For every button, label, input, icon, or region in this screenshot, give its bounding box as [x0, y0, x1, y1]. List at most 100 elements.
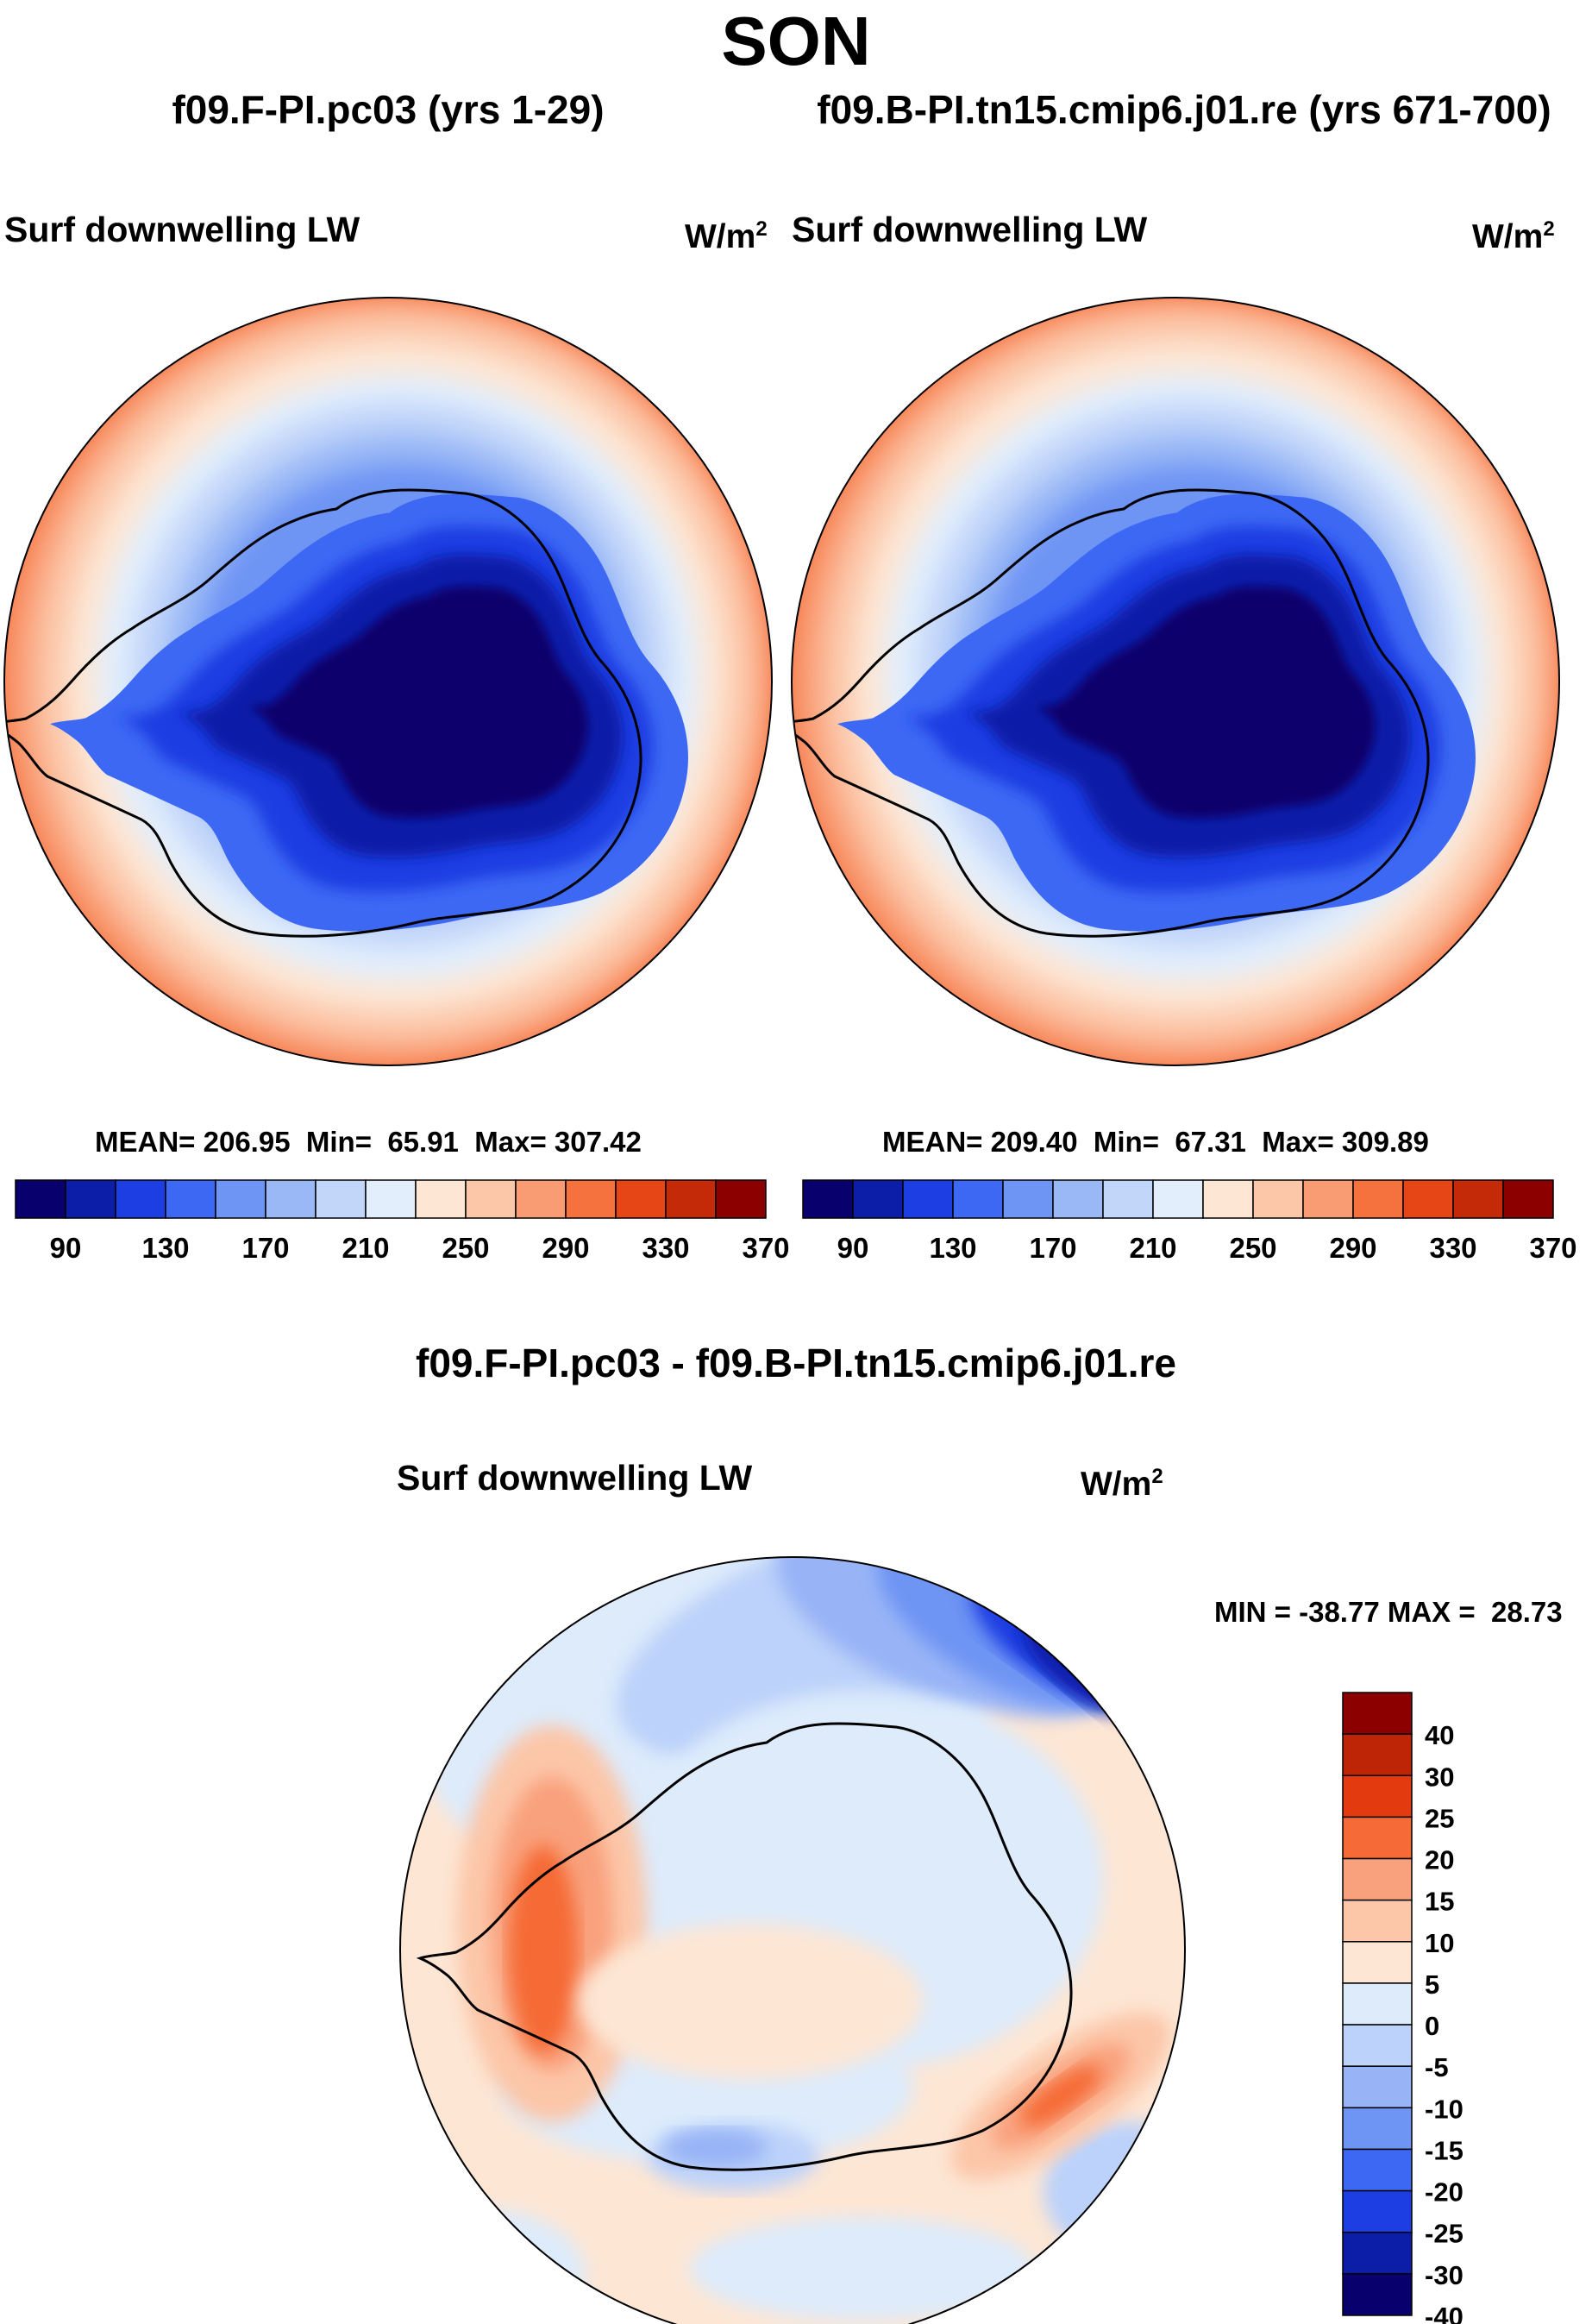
right-units-base: W/m: [1472, 218, 1544, 255]
left-mean-label: MEAN=: [95, 1126, 196, 1158]
right-map-border: [791, 297, 1560, 1066]
diff-units-base: W/m: [1081, 1466, 1152, 1503]
left-map: [4, 298, 772, 1065]
difference-colorbar-tick-label: 30: [1425, 1762, 1454, 1792]
left-colorbar-tick-label: 250: [442, 1232, 489, 1264]
left-colorbar-tick-label: 130: [141, 1232, 189, 1264]
diff-max-label: MAX =: [1387, 1596, 1476, 1628]
right-min-label: Min=: [1093, 1126, 1159, 1158]
right-colorbar-tick-label: 90: [837, 1232, 869, 1264]
left-colorbar-swatch: [565, 1179, 617, 1219]
difference-colorbar-swatch: [1342, 1982, 1413, 2026]
left-mean-value: 206.95: [203, 1126, 291, 1158]
left-case-title: f09.F-PI.pc03 (yrs 1-29): [172, 87, 605, 132]
right-colorbar-tick-label: 250: [1229, 1232, 1276, 1264]
right-colorbar-swatch: [952, 1179, 1004, 1219]
left-max-value: 307.42: [554, 1126, 642, 1158]
right-colorbar-swatch: [1152, 1179, 1204, 1219]
right-colorbar-swatch: [1102, 1179, 1154, 1219]
difference-colorbar-swatch: [1342, 1733, 1413, 1777]
right-max-label: Max=: [1262, 1126, 1334, 1158]
difference-colorbar-swatch: [1342, 1774, 1413, 1818]
left-colorbar-tick-label: 370: [742, 1232, 789, 1264]
right-colorbar-swatch: [1002, 1179, 1054, 1219]
difference-colorbar-swatch: [1342, 1899, 1413, 1943]
left-max-label: Max=: [474, 1126, 547, 1158]
difference-colorbar-tick-label: -5: [1425, 2052, 1449, 2082]
difference-colorbar-swatch: [1342, 2107, 1413, 2151]
right-colorbar-tick-label: 330: [1429, 1232, 1476, 1264]
right-colorbar-swatch: [1052, 1179, 1104, 1219]
left-stats: MEAN= 206.95 Min= 65.91 Max= 307.42: [95, 1126, 642, 1159]
diff-stats: MIN = -38.77 MAX = 28.73: [1214, 1596, 1563, 1629]
difference-contour-region: [578, 1924, 923, 2079]
diff-min-label: MIN =: [1214, 1596, 1291, 1628]
left-colorbar-tick-label: 330: [642, 1232, 689, 1264]
diff-units-exponent: 2: [1151, 1465, 1163, 1488]
left-min-value: 65.91: [387, 1126, 459, 1158]
diff-units: W/m2: [1081, 1465, 1163, 1504]
right-units: W/m2: [1472, 217, 1555, 256]
difference-contour-region: [664, 2129, 768, 2167]
left-colorbar-swatch: [115, 1179, 166, 1219]
difference-colorbar-tick-label: 15: [1425, 1887, 1454, 1917]
right-min-value: 67.31: [1175, 1126, 1246, 1158]
right-colorbar-tick-label: 130: [929, 1232, 976, 1264]
right-mean-value: 209.40: [990, 1126, 1078, 1158]
left-colorbar-swatch: [465, 1179, 517, 1219]
right-colorbar-tick-label: 370: [1529, 1232, 1576, 1264]
right-colorbar-swatch: [1502, 1179, 1554, 1219]
right-colorbar-swatch: [1402, 1179, 1454, 1219]
difference-colorbar-tick-label: -25: [1425, 2219, 1464, 2249]
difference-colorbar-tick-label: 0: [1425, 2011, 1439, 2041]
diff-case-title: f09.F-PI.pc03 - f09.B-PI.tn15.cmip6.j01.…: [416, 1341, 1176, 1385]
left-colorbar-swatch: [715, 1179, 767, 1219]
difference-map: [400, 1557, 1185, 2324]
difference-colorbar-swatch: [1342, 1857, 1413, 1901]
right-variable-label: Surf downwelling LW: [792, 210, 1148, 249]
difference-colorbar-swatch: [1342, 2024, 1413, 2067]
difference-colorbar-tick-label: 40: [1425, 1720, 1454, 1750]
difference-contour-region: [509, 1846, 578, 2053]
difference-colorbar-tick-label: -40: [1425, 2302, 1464, 2324]
left-units: W/m2: [685, 217, 768, 256]
right-case-title: f09.B-PI.tn15.cmip6.j01.re (yrs 671-700): [817, 87, 1551, 132]
left-colorbar-swatch: [15, 1179, 66, 1219]
right-max-value: 309.89: [1341, 1126, 1429, 1158]
right-colorbar-tick-label: 290: [1329, 1232, 1376, 1264]
left-colorbar-swatch: [265, 1179, 317, 1219]
right-colorbar-tick-label: 210: [1129, 1232, 1176, 1264]
left-min-label: Min=: [305, 1126, 372, 1158]
left-colorbar-swatch: [615, 1179, 667, 1219]
difference-colorbar-tick-label: 25: [1425, 1803, 1454, 1833]
right-colorbar-swatch: [852, 1179, 904, 1219]
left-colorbar-tick-label: 170: [241, 1232, 289, 1264]
left-colorbar-swatch: [365, 1179, 417, 1219]
difference-colorbar-swatch: [1342, 2231, 1413, 2275]
left-colorbar-swatch: [315, 1179, 367, 1219]
left-colorbar-tick-label: 210: [342, 1232, 389, 1264]
difference-contour-region: [690, 2217, 1035, 2321]
right-colorbar-swatch: [1352, 1179, 1404, 1219]
diff-min-value: -38.77: [1299, 1596, 1380, 1628]
left-colorbar-swatch: [165, 1179, 216, 1219]
difference-colorbar-tick-label: -15: [1425, 2135, 1464, 2165]
right-mean-label: MEAN=: [882, 1126, 983, 1158]
left-colorbar-tick-label: 290: [542, 1232, 589, 1264]
right-stats: MEAN= 209.40 Min= 67.31 Max= 309.89: [882, 1126, 1429, 1159]
right-colorbar-swatch: [1252, 1179, 1304, 1219]
left-units-exponent: 2: [755, 217, 768, 241]
left-colorbar-tick-label: 90: [50, 1232, 82, 1264]
difference-colorbar-tick-label: 20: [1425, 1845, 1454, 1875]
difference-colorbar-tick-label: -10: [1425, 2094, 1464, 2124]
difference-colorbar-swatch: [1342, 2189, 1413, 2233]
left-variable-label: Surf downwelling LW: [4, 210, 360, 249]
difference-colorbar-swatch: [1342, 2148, 1413, 2192]
right-map: [792, 298, 1559, 1065]
difference-colorbar-tick-label: 10: [1425, 1928, 1454, 1958]
difference-contour-region: [1020, 2066, 1101, 2126]
difference-colorbar-tick-label: 5: [1425, 1969, 1439, 2000]
left-colorbar-swatch: [415, 1179, 467, 1219]
difference-colorbar-tick-label: -30: [1425, 2260, 1464, 2290]
